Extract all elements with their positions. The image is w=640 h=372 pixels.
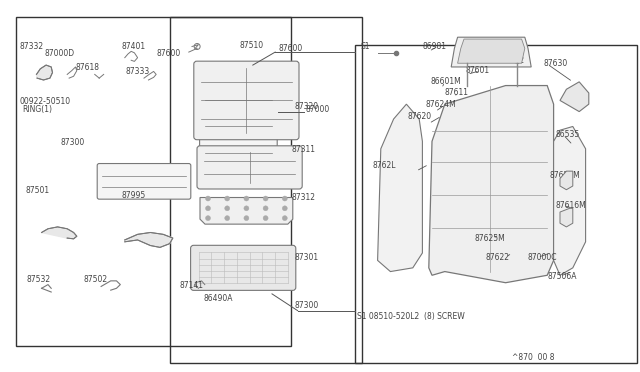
Polygon shape xyxy=(458,39,525,63)
Polygon shape xyxy=(560,171,573,190)
Circle shape xyxy=(244,216,249,221)
Text: 87332: 87332 xyxy=(19,42,44,51)
Text: 87618: 87618 xyxy=(76,63,100,72)
Circle shape xyxy=(225,216,230,221)
Circle shape xyxy=(205,206,211,211)
Text: 87601: 87601 xyxy=(465,66,490,75)
FancyBboxPatch shape xyxy=(97,164,191,199)
Circle shape xyxy=(263,206,268,211)
Circle shape xyxy=(244,206,249,211)
Circle shape xyxy=(282,196,287,201)
Text: 87311: 87311 xyxy=(291,145,315,154)
Polygon shape xyxy=(560,208,573,227)
Polygon shape xyxy=(554,126,586,275)
Text: 87312: 87312 xyxy=(291,193,315,202)
Text: RING(1): RING(1) xyxy=(22,105,52,114)
Text: 87000C: 87000C xyxy=(528,253,557,262)
Text: 87333: 87333 xyxy=(125,67,150,76)
Text: 87611: 87611 xyxy=(444,88,468,97)
Bar xyxy=(355,45,637,363)
Circle shape xyxy=(244,196,249,201)
Text: S1: S1 xyxy=(361,42,371,51)
Text: 87600: 87600 xyxy=(157,49,181,58)
Text: 87502: 87502 xyxy=(83,275,108,284)
Circle shape xyxy=(225,206,230,211)
FancyBboxPatch shape xyxy=(191,245,296,291)
Text: 87620: 87620 xyxy=(408,112,432,121)
Text: 87300: 87300 xyxy=(61,138,85,147)
Text: 87603: 87603 xyxy=(500,48,525,57)
Text: 87616M: 87616M xyxy=(556,201,586,210)
Text: 87625M: 87625M xyxy=(475,234,506,243)
Text: S1 08510-520L2  (8) SCREW: S1 08510-520L2 (8) SCREW xyxy=(357,312,465,321)
Text: 87301: 87301 xyxy=(294,253,319,262)
Text: 86490A: 86490A xyxy=(204,294,233,303)
Bar xyxy=(170,17,362,363)
Polygon shape xyxy=(36,65,52,80)
Polygon shape xyxy=(451,37,531,67)
Text: 87624M: 87624M xyxy=(426,100,456,109)
Text: 87510: 87510 xyxy=(240,41,264,50)
Text: 87602: 87602 xyxy=(500,56,525,65)
Text: 87501: 87501 xyxy=(26,186,50,195)
Polygon shape xyxy=(42,227,77,239)
Text: 87506A: 87506A xyxy=(547,272,577,280)
Polygon shape xyxy=(200,198,293,224)
Text: 87600: 87600 xyxy=(278,44,303,53)
Text: 8762L: 8762L xyxy=(372,161,396,170)
Circle shape xyxy=(282,216,287,221)
Bar xyxy=(16,17,291,346)
Text: 87401: 87401 xyxy=(122,42,146,51)
Text: 87630: 87630 xyxy=(544,60,568,68)
Text: 00922-50510: 00922-50510 xyxy=(19,97,70,106)
Text: 86601M: 86601M xyxy=(430,77,461,86)
Polygon shape xyxy=(560,82,589,112)
Text: 87300: 87300 xyxy=(294,301,319,310)
Circle shape xyxy=(205,196,211,201)
Polygon shape xyxy=(378,104,422,272)
Circle shape xyxy=(263,216,268,221)
Text: 87320: 87320 xyxy=(294,102,319,110)
Polygon shape xyxy=(429,86,554,283)
FancyBboxPatch shape xyxy=(200,73,277,180)
Circle shape xyxy=(225,196,230,201)
Text: 86535: 86535 xyxy=(556,130,580,139)
FancyBboxPatch shape xyxy=(194,61,299,140)
Text: 87622: 87622 xyxy=(485,253,509,262)
Text: 87141: 87141 xyxy=(179,281,204,290)
Text: 87000D: 87000D xyxy=(45,49,75,58)
Polygon shape xyxy=(125,232,173,247)
Text: 87000: 87000 xyxy=(306,105,330,114)
FancyBboxPatch shape xyxy=(197,146,302,189)
Text: 86981: 86981 xyxy=(422,42,447,51)
Text: 87652M: 87652M xyxy=(549,171,580,180)
Text: 87995: 87995 xyxy=(122,191,146,200)
Text: 87532: 87532 xyxy=(27,275,51,284)
Text: ^870  00 8: ^870 00 8 xyxy=(512,353,554,362)
Circle shape xyxy=(205,216,211,221)
Circle shape xyxy=(282,206,287,211)
Circle shape xyxy=(263,196,268,201)
